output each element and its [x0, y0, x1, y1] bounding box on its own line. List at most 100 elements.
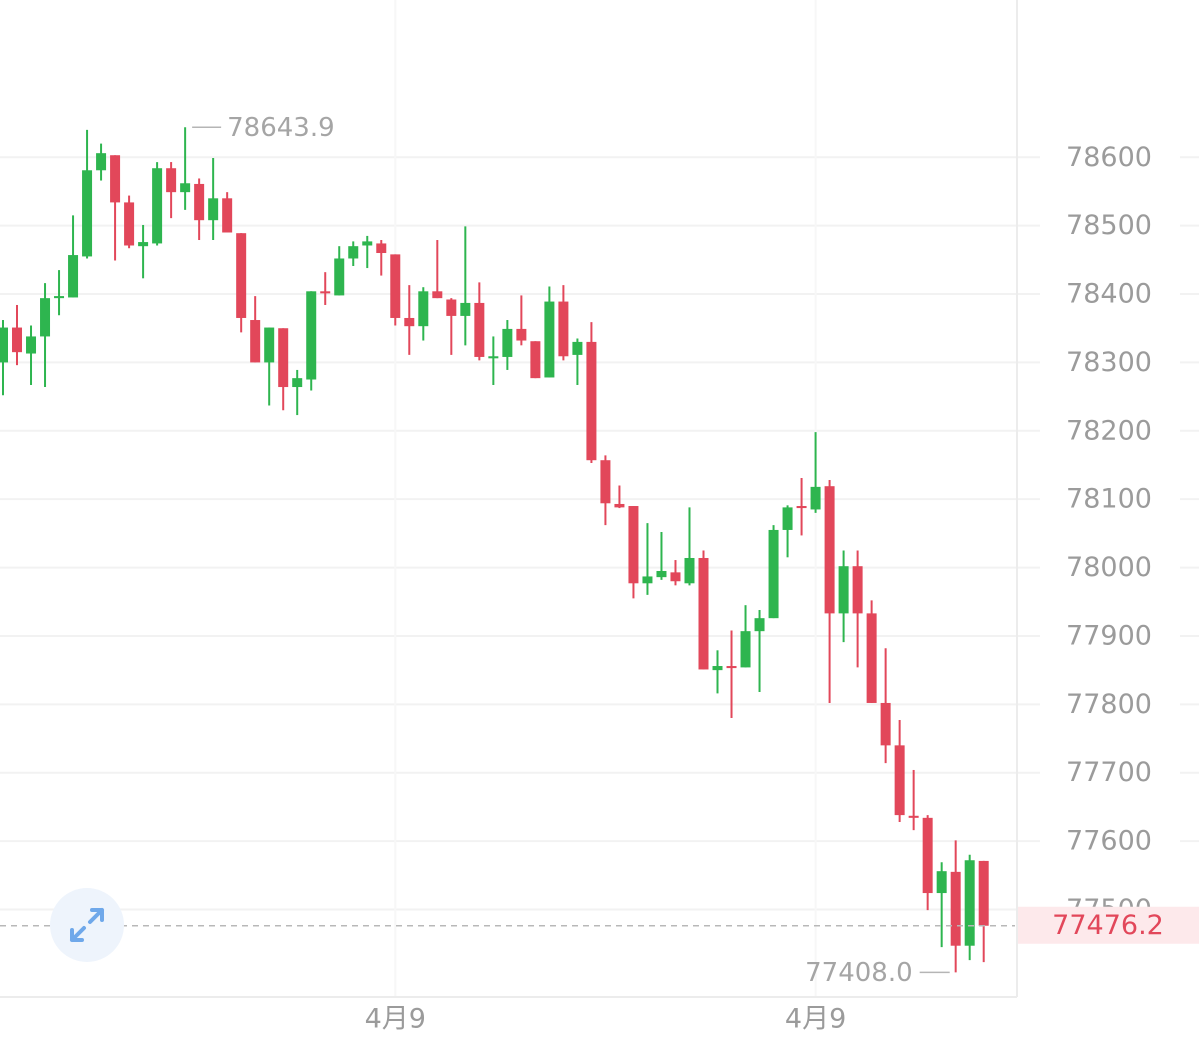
expand-icon	[70, 926, 86, 942]
expand-button-bg[interactable]	[50, 888, 124, 962]
candle-body	[54, 296, 65, 299]
candle-body	[250, 320, 261, 363]
y-tick-label: 78200	[1066, 415, 1152, 446]
candle-body	[306, 291, 317, 380]
candle-body	[208, 198, 219, 221]
candle-body	[432, 291, 443, 299]
y-tick-label: 78300	[1066, 347, 1152, 378]
candle-body	[40, 298, 51, 337]
candle-body	[474, 302, 485, 357]
candle-body	[166, 168, 177, 193]
candle-body	[866, 613, 877, 703]
candle-body	[586, 341, 597, 461]
candle-body	[824, 486, 835, 614]
candle-body	[222, 198, 233, 233]
candle-body	[488, 356, 499, 359]
candle-body	[642, 576, 653, 584]
candle-body	[740, 631, 751, 668]
candle-body	[390, 254, 401, 318]
candle-body	[852, 566, 863, 614]
candle-body	[572, 341, 583, 355]
y-tick-label: 77600	[1066, 826, 1152, 857]
candle-body	[936, 871, 947, 894]
candle-body	[614, 503, 625, 508]
candles	[0, 127, 989, 973]
expand-icon	[88, 908, 104, 924]
max-label: 78643.9	[227, 113, 335, 143]
min-label: 77408.0	[805, 958, 913, 988]
candle-body	[600, 460, 611, 504]
grid	[0, 156, 1199, 911]
candle-body	[12, 327, 23, 353]
candle-body	[964, 860, 975, 946]
candle-body	[754, 618, 765, 632]
candle-body	[152, 168, 163, 244]
candle-body	[404, 317, 415, 327]
candle-body	[516, 328, 527, 341]
candle-body	[446, 299, 457, 316]
candle-body	[82, 170, 93, 257]
y-tick-label: 78100	[1066, 484, 1152, 515]
expand-button[interactable]	[50, 888, 124, 962]
candle-body	[138, 242, 149, 247]
candle-body	[726, 666, 737, 669]
candle-body	[376, 243, 387, 254]
overlay: 78643.9 77408.0	[192, 113, 950, 988]
candle-body	[292, 378, 303, 388]
candle-body	[460, 302, 471, 316]
x-tick-label: 4月9	[785, 1004, 846, 1035]
candle-body	[530, 341, 541, 379]
candle-body	[796, 506, 807, 509]
candle-body	[656, 570, 667, 578]
candle-body	[768, 529, 779, 619]
candle-body	[278, 328, 289, 388]
candle-body	[978, 860, 989, 926]
candle-body	[922, 817, 933, 894]
candle-body	[180, 183, 191, 193]
y-tick-label: 78000	[1066, 552, 1152, 583]
candle-body	[68, 255, 79, 298]
candle-body	[236, 233, 247, 318]
candle-body	[194, 183, 205, 221]
candle-body	[124, 202, 135, 246]
y-tick-label: 77900	[1066, 620, 1152, 651]
candle-body	[110, 155, 121, 203]
candle-body	[544, 301, 555, 378]
last-price: 77476.2	[0, 906, 1199, 944]
candle-body	[684, 557, 695, 584]
candle-body	[712, 666, 723, 671]
candle-body	[810, 486, 821, 510]
candle-body	[96, 153, 107, 171]
candle-body	[502, 328, 513, 357]
candle-body	[264, 327, 275, 363]
axis-labels: 7750077600777007780077900780007810078200…	[365, 142, 1152, 1035]
candle-body	[698, 557, 709, 670]
candle-body	[838, 566, 849, 614]
y-tick-label: 77800	[1066, 689, 1152, 720]
last-price-label: 77476.2	[1052, 910, 1164, 941]
y-tick-label: 78400	[1066, 279, 1152, 310]
candle-body	[670, 572, 681, 582]
candle-body	[320, 291, 331, 294]
candle-body	[348, 246, 359, 259]
candle-body	[950, 871, 961, 946]
candle-body	[908, 815, 919, 818]
candle-body	[0, 327, 8, 363]
candle-body	[880, 702, 891, 746]
candle-body	[362, 241, 373, 246]
y-tick-label: 77700	[1066, 757, 1152, 788]
candle-body	[418, 291, 429, 327]
candle-body	[558, 301, 569, 357]
candle-body	[26, 336, 37, 354]
x-tick-label: 4月9	[365, 1004, 426, 1035]
candle-body	[782, 507, 793, 530]
candle-body	[334, 258, 345, 296]
candle-body	[894, 745, 905, 816]
y-tick-label: 78600	[1066, 142, 1152, 173]
last-price-box	[1018, 906, 1199, 944]
candle-body	[628, 506, 639, 584]
y-tick-label: 78500	[1066, 210, 1152, 241]
